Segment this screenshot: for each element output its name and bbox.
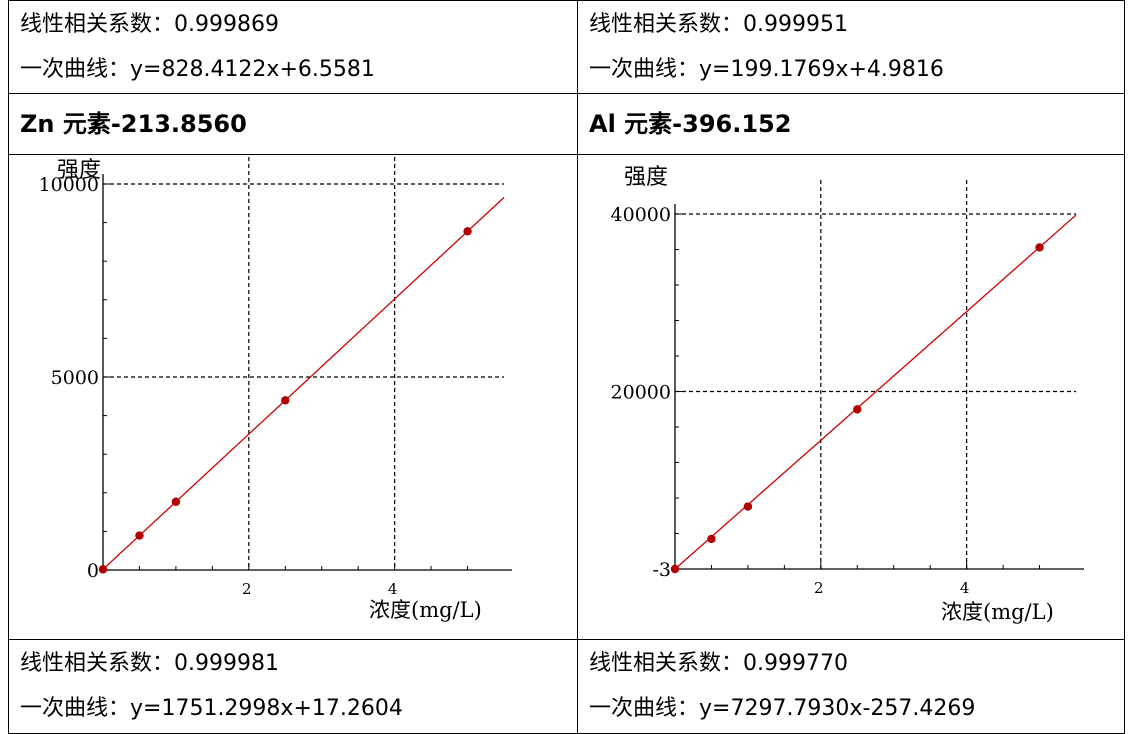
x-axis-label: 浓度(mg/L)	[369, 598, 482, 622]
equation-text: 一次曲线：y=199.1769x+4.9816	[589, 57, 944, 82]
x-tick-label: 2	[814, 579, 824, 597]
correlation-text: 线性相关系数：0.999770	[589, 651, 848, 676]
equation-text: 一次曲线：y=828.4122x+6.5581	[20, 57, 375, 82]
x-tick-label: 4	[388, 580, 398, 598]
x-tick-label: 2	[242, 580, 252, 598]
y-tick-label: 20000	[611, 382, 671, 404]
element-heading: Zn 元素-213.8560	[20, 110, 247, 138]
y-tick-label: 5000	[51, 367, 99, 389]
results-table: 线性相关系数：0.999869 一次曲线：y=828.4122x+6.5581 …	[8, 0, 1125, 734]
y-tick-label: -3	[652, 559, 671, 581]
x-axis-label: 浓度(mg/L)	[941, 600, 1054, 624]
fit-line	[674, 214, 1077, 570]
equation-text: 一次曲线：y=7297.7930x-257.4269	[589, 696, 976, 721]
top-left-cell: 线性相关系数：0.999869 一次曲线：y=828.4122x+6.5581	[8, 0, 578, 94]
chart-left-cell: 2 4 0 5000 10000 强度浓度(mg/L)	[8, 154, 578, 640]
fit-line	[102, 197, 505, 570]
chart-right-cell: 2 4 -3 20000 40000 强度浓度(mg/L)	[577, 154, 1125, 640]
equation-text: 一次曲线：y=1751.2998x+17.2604	[20, 696, 403, 721]
data-point	[281, 396, 290, 405]
bottom-right-cell: 线性相关系数：0.999770 一次曲线：y=7297.7930x-257.42…	[577, 639, 1125, 734]
data-point	[670, 564, 680, 574]
y-axis-label: 强度	[624, 165, 668, 190]
data-point	[707, 534, 716, 544]
data-point	[98, 565, 108, 574]
element-heading: Al 元素-396.152	[589, 110, 792, 138]
y-tick-label: 40000	[611, 204, 671, 226]
top-right-cell: 线性相关系数：0.999951 一次曲线：y=199.1769x+4.9816	[577, 0, 1125, 94]
y-axis-label: 强度	[57, 158, 101, 183]
y-tick-label: 0	[87, 560, 99, 582]
data-point	[171, 497, 181, 506]
data-point	[743, 502, 753, 511]
data-point	[1035, 243, 1044, 252]
data-point	[463, 227, 472, 236]
correlation-text: 线性相关系数：0.999869	[20, 12, 279, 37]
correlation-text: 线性相关系数：0.999951	[589, 12, 848, 37]
heading-right-cell: Al 元素-396.152	[577, 93, 1125, 155]
bottom-left-cell: 线性相关系数：0.999981 一次曲线：y=1751.2998x+17.260…	[8, 639, 578, 734]
data-point	[853, 405, 862, 414]
x-tick-label: 4	[960, 579, 970, 597]
data-point	[135, 531, 144, 540]
y-tick-label: 10000	[39, 174, 99, 196]
correlation-text: 线性相关系数：0.999981	[20, 651, 279, 676]
heading-left-cell: Zn 元素-213.8560	[8, 93, 578, 155]
